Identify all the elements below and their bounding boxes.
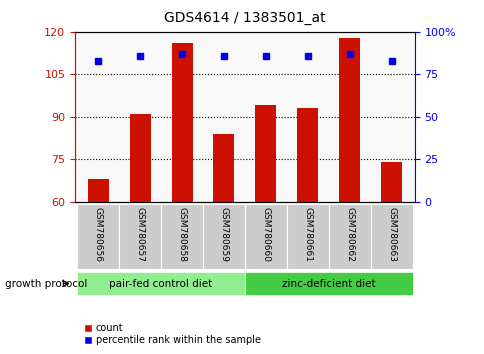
Bar [213, 134, 234, 202]
Text: GSM780659: GSM780659 [219, 207, 228, 262]
Bar [77, 204, 119, 269]
Bar [161, 204, 203, 269]
Bar [88, 179, 108, 202]
Bar [119, 204, 161, 269]
Bar [171, 43, 192, 202]
Legend: count, percentile rank within the sample: count, percentile rank within the sample [80, 319, 264, 349]
Text: growth protocol: growth protocol [5, 279, 87, 289]
Text: GSM780662: GSM780662 [345, 207, 353, 262]
Text: zinc-deficient diet: zinc-deficient diet [281, 279, 375, 289]
Text: GSM780660: GSM780660 [261, 207, 270, 262]
Text: GSM780661: GSM780661 [302, 207, 312, 262]
Bar [129, 114, 151, 202]
Bar [203, 204, 244, 269]
Bar [244, 272, 412, 295]
Bar [286, 204, 328, 269]
Text: pair-fed control diet: pair-fed control diet [109, 279, 212, 289]
Bar [244, 204, 286, 269]
Bar [338, 38, 360, 202]
Bar [380, 162, 401, 202]
Bar [370, 204, 412, 269]
Bar [255, 105, 276, 202]
Bar [297, 108, 318, 202]
Text: GSM780663: GSM780663 [386, 207, 395, 262]
Text: GSM780656: GSM780656 [93, 207, 103, 262]
Bar [77, 272, 244, 295]
Bar [328, 204, 370, 269]
Text: GDS4614 / 1383501_at: GDS4614 / 1383501_at [164, 11, 325, 25]
Text: GSM780658: GSM780658 [177, 207, 186, 262]
Text: GSM780657: GSM780657 [136, 207, 144, 262]
